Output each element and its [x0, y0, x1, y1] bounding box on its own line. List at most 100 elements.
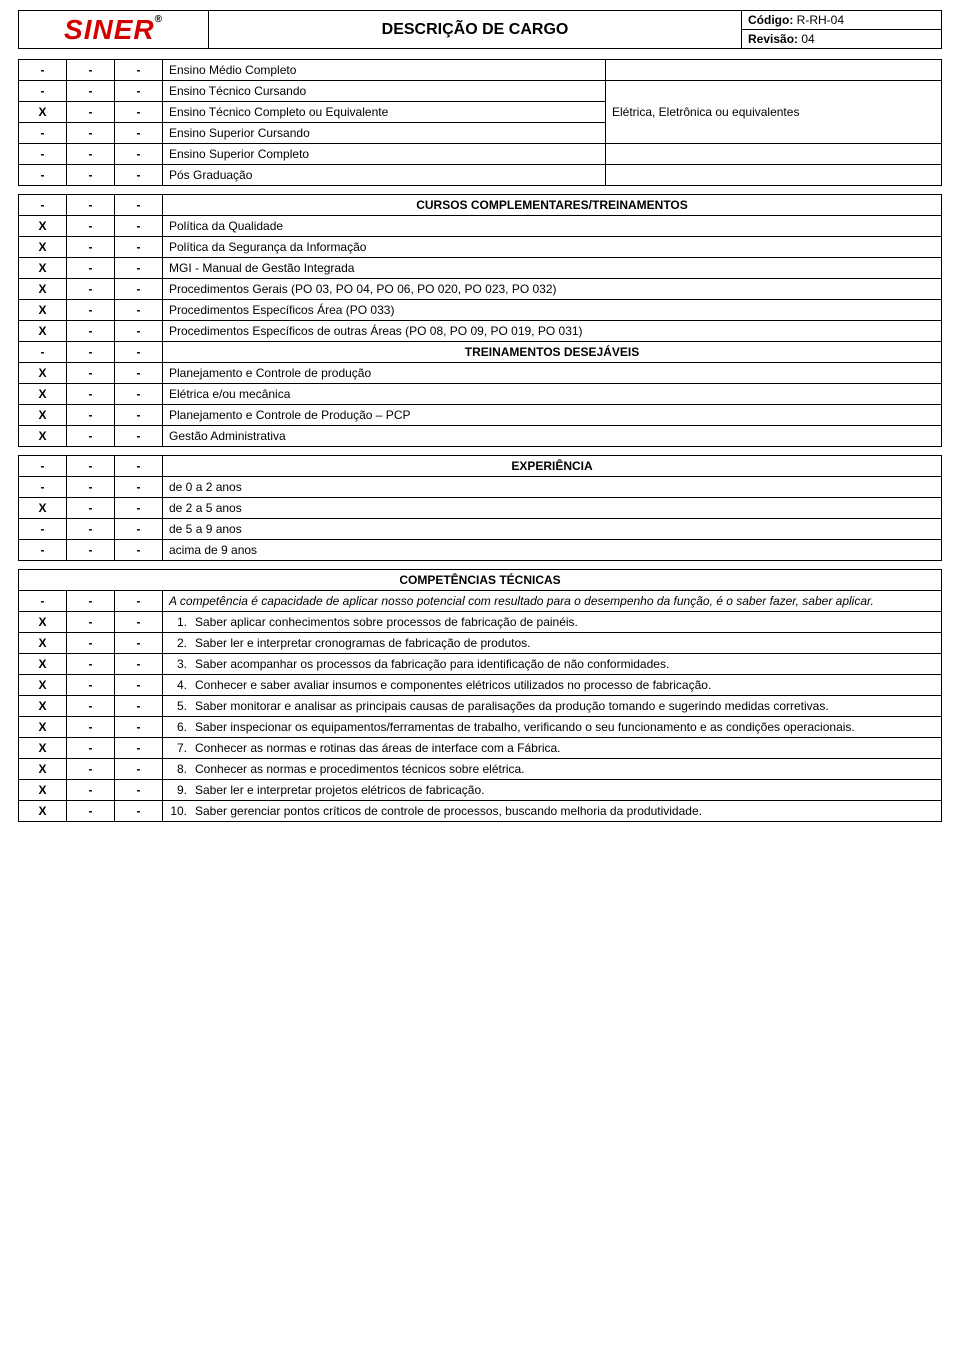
competency-cell: 9.Saber ler e interpretar projetos elétr… — [163, 780, 942, 801]
education-extra — [606, 165, 942, 186]
experience-table: ---EXPERIÊNCIA---de 0 a 2 anosX--de 2 a … — [18, 455, 942, 561]
mark-cell: X — [19, 426, 67, 447]
mark-cell: - — [67, 342, 115, 363]
competency-number: 5. — [163, 696, 191, 716]
table-row: X--Política da Qualidade — [19, 216, 942, 237]
mark-cell: X — [19, 654, 67, 675]
education-extra: Elétrica, Eletrônica ou equivalentes — [606, 81, 942, 144]
mark-cell: - — [115, 195, 163, 216]
mark-cell: - — [115, 363, 163, 384]
mark-cell: X — [19, 612, 67, 633]
mark-cell: - — [19, 591, 67, 612]
course-label: Planejamento e Controle de produção — [163, 363, 942, 384]
mark-cell: X — [19, 633, 67, 654]
mark-cell: - — [115, 519, 163, 540]
mark-cell: - — [19, 81, 67, 102]
mark-cell: - — [67, 405, 115, 426]
mark-cell: - — [115, 426, 163, 447]
mark-cell: - — [115, 60, 163, 81]
mark-cell: - — [115, 717, 163, 738]
table-row: X--1.Saber aplicar conhecimentos sobre p… — [19, 612, 942, 633]
competency-intro: A competência é capacidade de aplicar no… — [163, 591, 942, 612]
mark-cell: - — [67, 696, 115, 717]
mark-cell: X — [19, 384, 67, 405]
competency-cell: 8.Conhecer as normas e procedimentos téc… — [163, 759, 942, 780]
mark-cell: X — [19, 675, 67, 696]
mark-cell: - — [19, 342, 67, 363]
table-row: X--Procedimentos Específicos Área (PO 03… — [19, 300, 942, 321]
table-row: X--7.Conhecer as normas e rotinas das ár… — [19, 738, 942, 759]
mark-cell: - — [19, 540, 67, 561]
competency-text: Saber monitorar e analisar as principais… — [191, 696, 941, 716]
mark-cell: - — [67, 165, 115, 186]
table-row: ---Pós Graduação — [19, 165, 942, 186]
table-row: X--5.Saber monitorar e analisar as princ… — [19, 696, 942, 717]
table-row: ---CURSOS COMPLEMENTARES/TREINAMENTOS — [19, 195, 942, 216]
table-row: X--10.Saber gerenciar pontos críticos de… — [19, 801, 942, 822]
table-row: COMPETÊNCIAS TÉCNICAS — [19, 570, 942, 591]
mark-cell: - — [115, 591, 163, 612]
mark-cell: X — [19, 237, 67, 258]
mark-cell: - — [19, 195, 67, 216]
mark-cell: - — [67, 675, 115, 696]
logo-text: SINER® — [64, 14, 163, 46]
mark-cell: - — [115, 780, 163, 801]
competency-cell: 7.Conhecer as normas e rotinas das áreas… — [163, 738, 942, 759]
mark-cell: - — [67, 717, 115, 738]
mark-cell: - — [67, 498, 115, 519]
mark-cell: - — [115, 675, 163, 696]
competency-cell: 3.Saber acompanhar os processos da fabri… — [163, 654, 942, 675]
mark-cell: - — [115, 654, 163, 675]
mark-cell: - — [67, 738, 115, 759]
competency-cell: 5.Saber monitorar e analisar as principa… — [163, 696, 942, 717]
table-row: X--3.Saber acompanhar os processos da fa… — [19, 654, 942, 675]
mark-cell: - — [19, 477, 67, 498]
table-row: X--6.Saber inspecionar os equipamentos/f… — [19, 717, 942, 738]
mark-cell: X — [19, 102, 67, 123]
education-table: ---Ensino Médio Completo---Ensino Técnic… — [18, 59, 942, 186]
education-label: Ensino Técnico Completo ou Equivalente — [163, 102, 606, 123]
table-row: ---Ensino Superior Completo — [19, 144, 942, 165]
competency-text: Saber acompanhar os processos da fabrica… — [191, 654, 941, 674]
section-header: TREINAMENTOS DESEJÁVEIS — [163, 342, 942, 363]
mark-cell: X — [19, 216, 67, 237]
mark-cell: - — [67, 81, 115, 102]
table-row: X--Planejamento e Controle de produção — [19, 363, 942, 384]
section-header: EXPERIÊNCIA — [163, 456, 942, 477]
mark-cell: - — [19, 165, 67, 186]
codigo-cell: Código: R-RH-04 — [742, 11, 942, 30]
competency-number: 8. — [163, 759, 191, 779]
mark-cell: - — [115, 540, 163, 561]
mark-cell: - — [19, 456, 67, 477]
mark-cell: - — [19, 123, 67, 144]
revisao-cell: Revisão: 04 — [742, 30, 942, 49]
table-row: X--Planejamento e Controle de Produção –… — [19, 405, 942, 426]
competency-text: Saber gerenciar pontos críticos de contr… — [191, 801, 941, 821]
table-row: X--Procedimentos Específicos de outras Á… — [19, 321, 942, 342]
mark-cell: - — [67, 102, 115, 123]
competency-text: Conhecer as normas e procedimentos técni… — [191, 759, 941, 779]
mark-cell: - — [67, 384, 115, 405]
mark-cell: X — [19, 363, 67, 384]
logo-cell: SINER® — [19, 11, 209, 49]
competency-number: 9. — [163, 780, 191, 800]
mark-cell: - — [67, 321, 115, 342]
mark-cell: - — [67, 426, 115, 447]
mark-cell: - — [115, 405, 163, 426]
mark-cell: - — [67, 237, 115, 258]
table-row: ---de 0 a 2 anos — [19, 477, 942, 498]
mark-cell: X — [19, 405, 67, 426]
education-label: Ensino Superior Completo — [163, 144, 606, 165]
mark-cell: - — [67, 300, 115, 321]
mark-cell: - — [67, 216, 115, 237]
competency-number: 1. — [163, 612, 191, 632]
table-row: ---TREINAMENTOS DESEJÁVEIS — [19, 342, 942, 363]
table-row: X--2.Saber ler e interpretar cronogramas… — [19, 633, 942, 654]
competency-cell: 4.Conhecer e saber avaliar insumos e com… — [163, 675, 942, 696]
competency-number: 10. — [163, 801, 191, 821]
mark-cell: - — [67, 456, 115, 477]
mark-cell: - — [67, 633, 115, 654]
mark-cell: - — [67, 780, 115, 801]
mark-cell: X — [19, 321, 67, 342]
table-row: X--de 2 a 5 anos — [19, 498, 942, 519]
